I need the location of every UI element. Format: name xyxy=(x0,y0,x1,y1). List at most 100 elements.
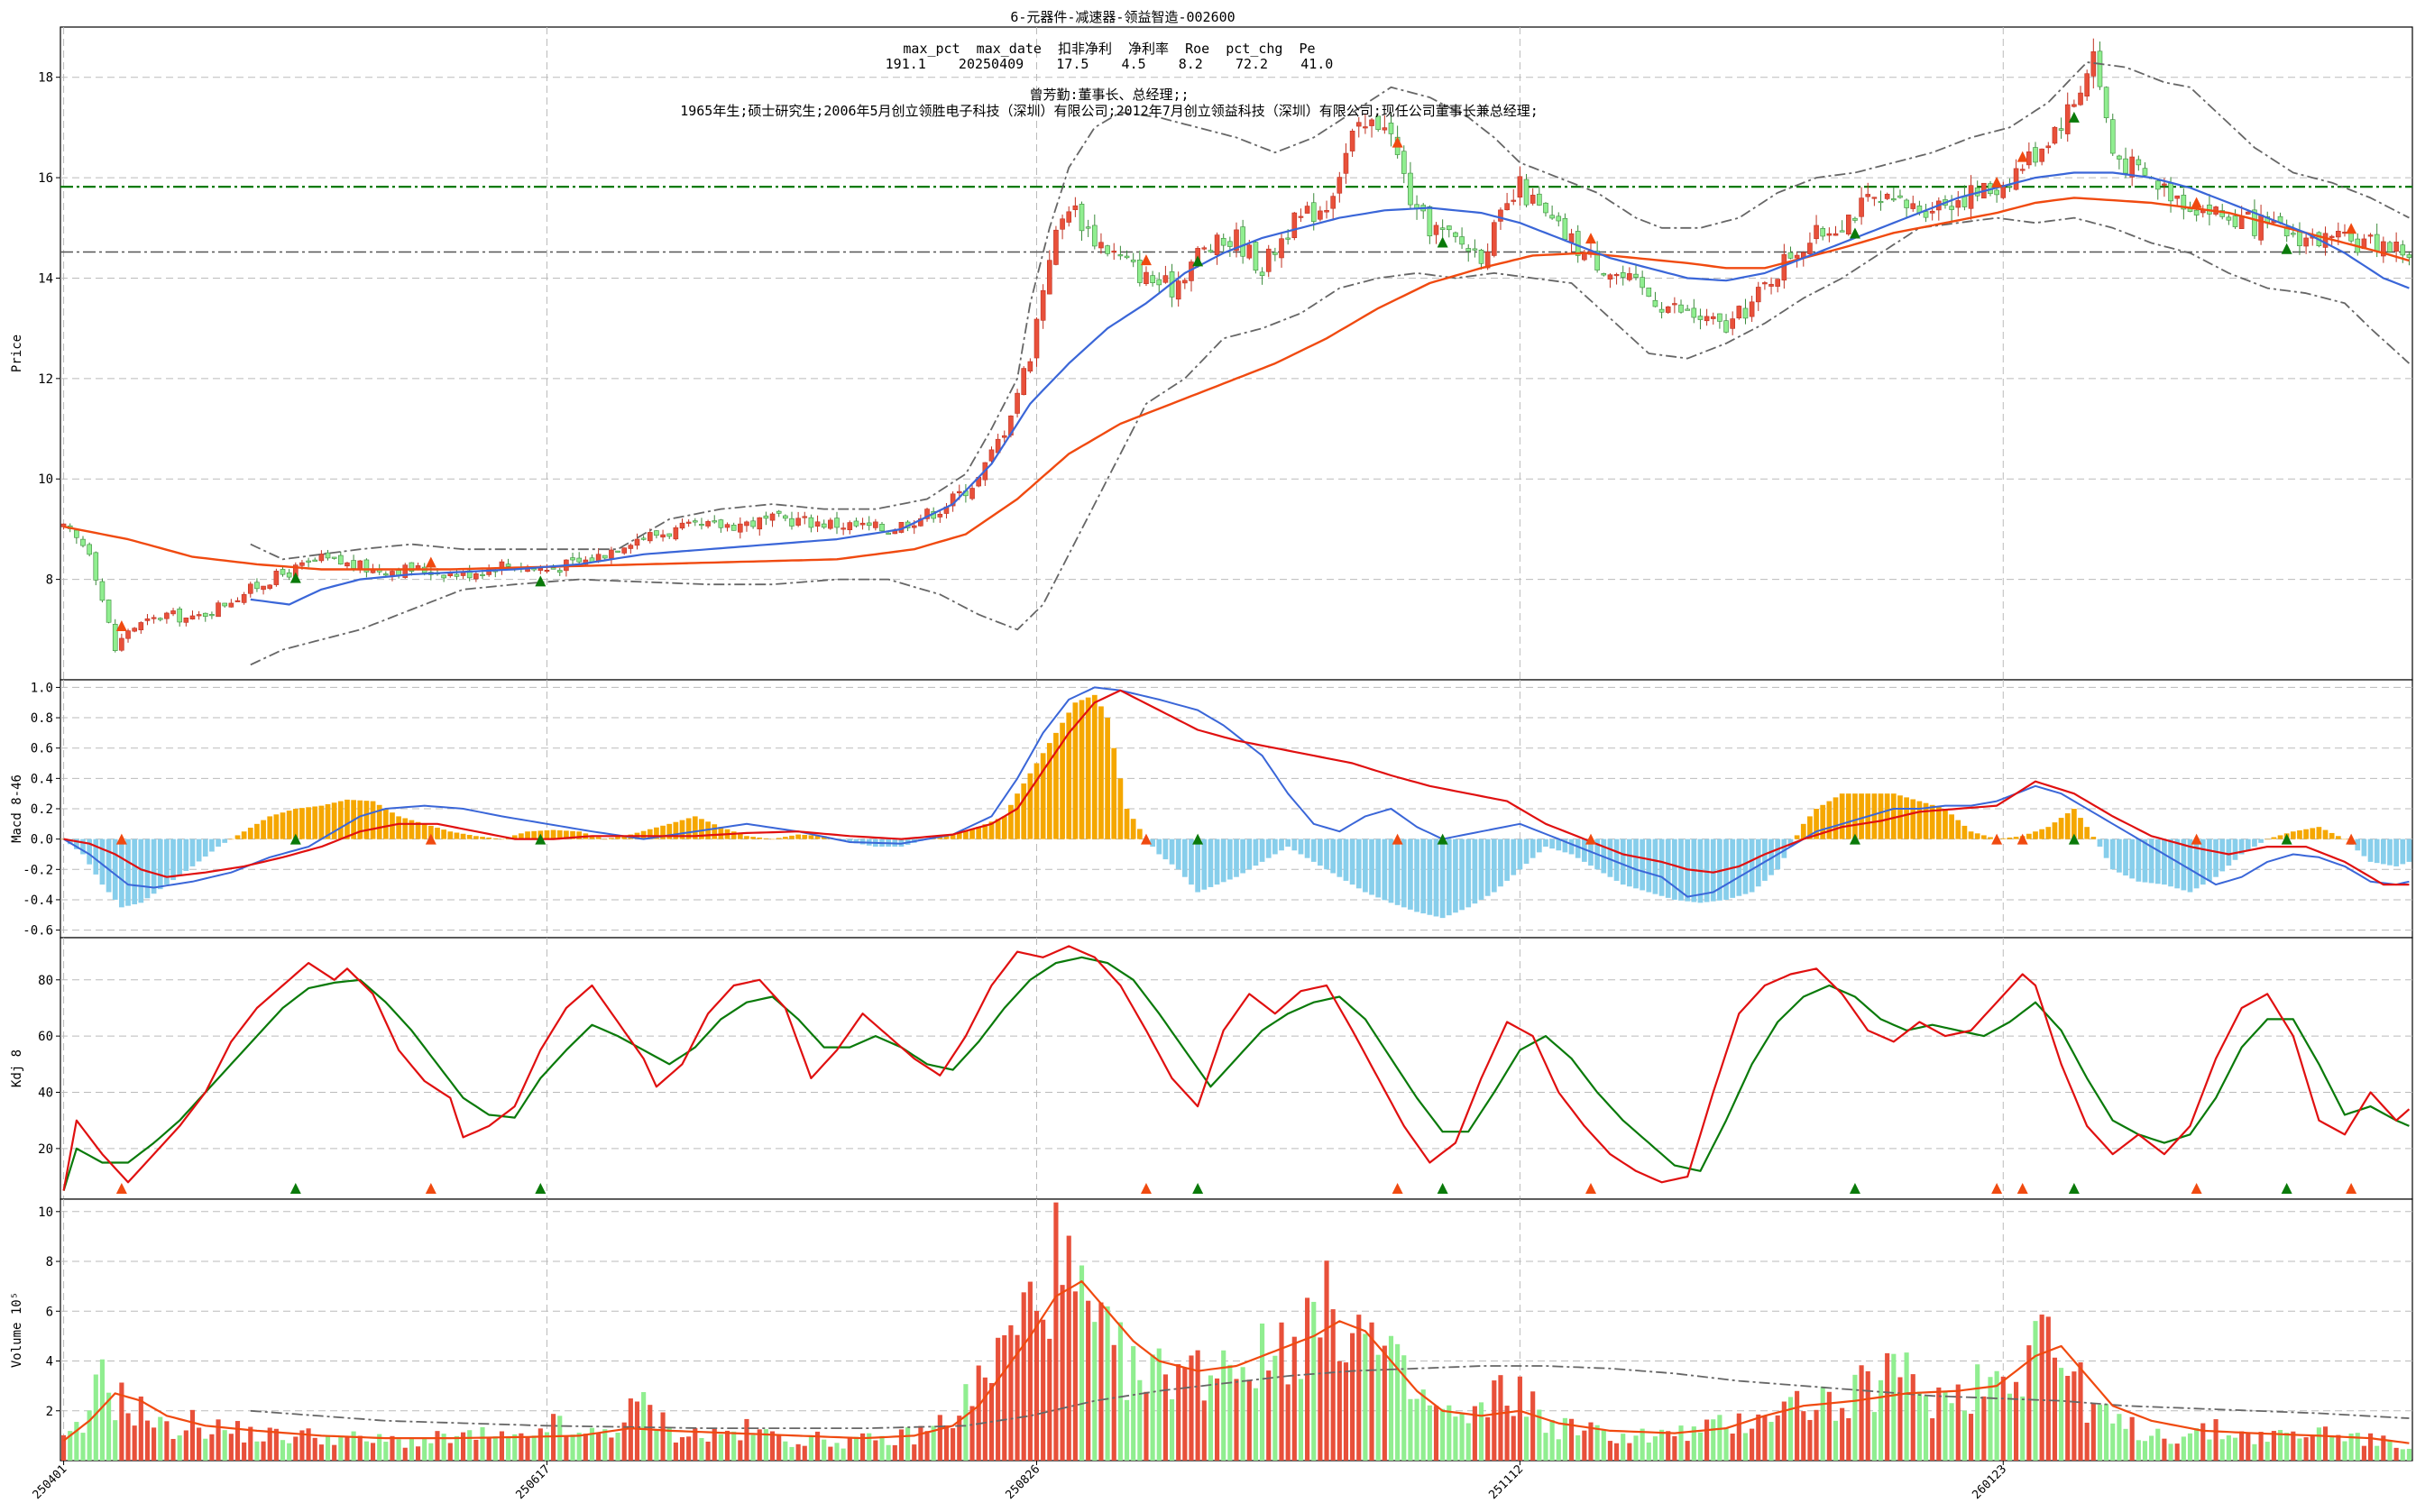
candle-body xyxy=(1446,225,1452,231)
volume-bar xyxy=(2013,1381,2019,1461)
y-tick-label: -0.6 xyxy=(23,924,53,939)
volume-bar xyxy=(293,1436,299,1461)
buy-signal-marker xyxy=(1437,236,1448,248)
candle-body xyxy=(1343,152,1349,174)
volume-bar xyxy=(519,1433,524,1461)
candle-body xyxy=(1865,194,1871,197)
macd-bar xyxy=(2219,838,2226,872)
macd-bar xyxy=(80,838,86,855)
macd-bar xyxy=(2226,838,2232,866)
volume-bar xyxy=(828,1446,833,1461)
macd-bar xyxy=(1742,838,1749,894)
candle-body xyxy=(1150,275,1155,283)
candle-body xyxy=(1027,361,1033,371)
candle-body xyxy=(2181,195,2187,210)
volume-bar xyxy=(1530,1391,1536,1461)
volume-bar xyxy=(1047,1338,1052,1461)
candle-body xyxy=(2174,195,2181,199)
macd-sell-marker xyxy=(425,833,436,845)
volume-bar xyxy=(1266,1370,1272,1461)
x-tick-label: 260123 xyxy=(1970,1462,2009,1502)
macd-bar xyxy=(1375,838,1382,898)
candle-body xyxy=(1523,179,1530,206)
candle-body xyxy=(2123,158,2128,174)
y-tick-label: -0.2 xyxy=(23,863,53,877)
macd-bar xyxy=(1298,838,1304,855)
macd-bar xyxy=(1871,793,1878,839)
volume-bar xyxy=(87,1410,92,1461)
candle-body xyxy=(2117,155,2122,160)
volume-bar xyxy=(621,1422,627,1461)
buy-signal-marker xyxy=(1849,227,1860,239)
volume-bar xyxy=(2200,1423,2206,1461)
volume-bar xyxy=(2142,1441,2148,1461)
volume-bar xyxy=(1859,1365,1864,1461)
macd-bar xyxy=(112,838,118,900)
volume-bar xyxy=(2400,1449,2405,1461)
candle-body xyxy=(2303,237,2309,247)
candle-body xyxy=(821,523,827,528)
volume-bar xyxy=(1930,1418,1935,1461)
volume-bar xyxy=(705,1441,711,1461)
macd-bar xyxy=(1943,809,1948,839)
volume-bar xyxy=(93,1374,98,1461)
volume-bar xyxy=(1227,1364,1233,1461)
macd-bar xyxy=(280,812,286,839)
macd-bar xyxy=(576,831,583,839)
macd-bar xyxy=(1549,838,1555,849)
macd-sell-marker xyxy=(2346,833,2357,845)
volume-bar xyxy=(1968,1414,1974,1461)
macd-bar xyxy=(1491,838,1497,893)
volume-bar xyxy=(783,1441,788,1461)
volume-bar xyxy=(209,1434,215,1461)
volume-bar xyxy=(1162,1374,1168,1461)
macd-bar xyxy=(132,838,138,904)
candle-body xyxy=(2252,209,2257,236)
macd-bar xyxy=(1033,763,1040,839)
macd-bar xyxy=(1066,712,1072,839)
volume-bar xyxy=(2045,1316,2051,1461)
candle-body xyxy=(1504,203,1510,211)
volume-bar xyxy=(2213,1419,2218,1461)
candle-body xyxy=(1613,274,1620,277)
y-tick-label: 20 xyxy=(38,1142,53,1157)
volume-bar xyxy=(822,1439,827,1461)
candle-body xyxy=(112,623,118,651)
macd-bar xyxy=(1459,838,1465,911)
macd-bar xyxy=(2355,838,2361,851)
candle-body xyxy=(1092,225,1098,247)
macd-bar xyxy=(1105,718,1110,839)
ma-slow-line xyxy=(63,197,2410,571)
candle-body xyxy=(1291,212,1298,239)
volume-bar xyxy=(1949,1403,1954,1461)
candle-body xyxy=(473,573,479,580)
macd-bar xyxy=(144,838,151,899)
volume-bar xyxy=(2381,1435,2386,1461)
candle-body xyxy=(1730,318,1735,329)
volume-bar xyxy=(351,1431,356,1461)
macd-bar xyxy=(1949,814,1954,839)
macd-bar xyxy=(492,838,499,839)
macd-bar xyxy=(2207,838,2212,881)
volume-bar xyxy=(648,1405,653,1461)
kdj-panel: 20 40 60 80 Kdj 8 xyxy=(10,937,2413,1200)
macd-bar xyxy=(1272,838,1278,855)
candle-body xyxy=(144,618,151,621)
candle-body xyxy=(1182,279,1188,284)
volume-bar xyxy=(1053,1202,1059,1461)
volume-bar xyxy=(1433,1406,1439,1461)
macd-bar xyxy=(1156,838,1162,855)
volume-bar xyxy=(1240,1367,1245,1461)
volume-bar xyxy=(873,1440,878,1461)
macd-bar xyxy=(106,838,112,893)
candle-body xyxy=(1904,199,1909,208)
macd-bar xyxy=(2142,838,2148,883)
volume-bar xyxy=(273,1428,279,1461)
macd-bar xyxy=(1046,743,1052,839)
price-signals xyxy=(115,111,2357,631)
candle-body xyxy=(1033,318,1040,359)
candle-body xyxy=(1382,127,1388,131)
macd-bar xyxy=(1665,838,1671,898)
volume-bar xyxy=(996,1337,1001,1461)
volume-bar xyxy=(1144,1391,1149,1461)
